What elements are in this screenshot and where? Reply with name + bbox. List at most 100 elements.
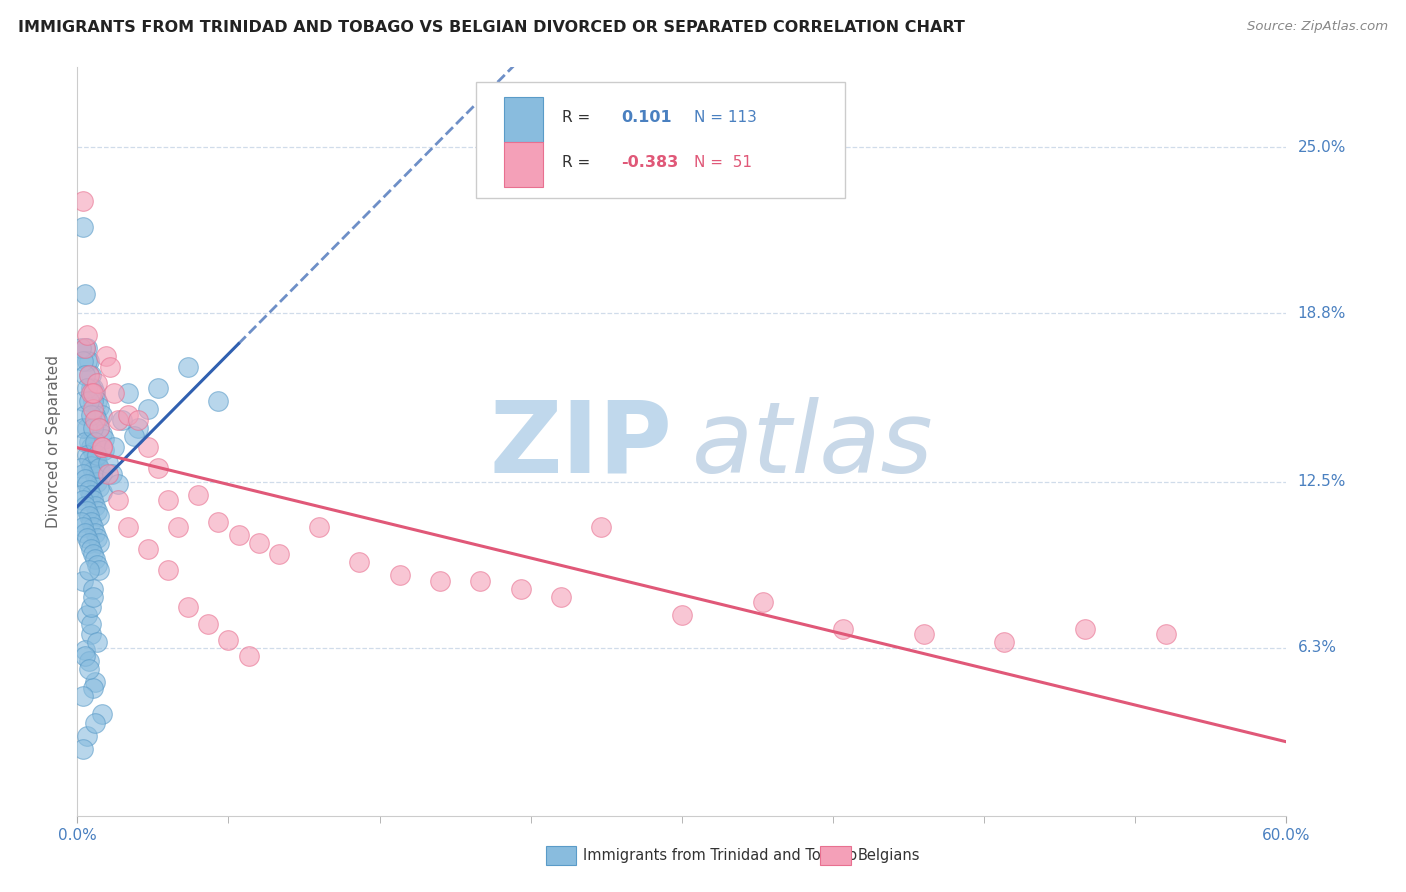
Point [86, 531, 108, 545]
Point [80, 368, 103, 382]
Point [84, 525, 107, 540]
Point [993, 635, 1015, 649]
Point [80, 488, 103, 502]
Point [509, 582, 531, 596]
Point [79, 368, 101, 382]
Point [228, 528, 250, 542]
Text: Belgians: Belgians [858, 848, 920, 863]
Point [136, 440, 159, 454]
Point [72, 493, 94, 508]
Point [117, 408, 139, 422]
Point [80, 386, 103, 401]
Point [79, 654, 101, 668]
Point [177, 359, 200, 374]
Point [89, 421, 111, 435]
Point [86, 475, 108, 489]
Point [103, 386, 125, 401]
Point [84, 469, 107, 483]
Point [76, 448, 98, 462]
Point [912, 627, 935, 641]
Point [79, 483, 101, 497]
Point [84, 408, 107, 422]
Point [117, 520, 139, 534]
Point [82, 445, 104, 459]
Point [90, 707, 112, 722]
Text: -0.383: -0.383 [621, 154, 679, 169]
Text: N = 113: N = 113 [695, 110, 756, 125]
Point [75, 368, 97, 382]
Point [146, 461, 169, 475]
Point [86, 558, 108, 572]
Point [86, 394, 108, 409]
Point [76, 531, 98, 545]
Point [75, 341, 97, 355]
Point [75, 341, 97, 355]
Text: 0.101: 0.101 [621, 110, 672, 125]
Point [76, 354, 98, 368]
Point [90, 485, 112, 500]
Point [84, 715, 107, 730]
Point [146, 381, 169, 395]
Point [84, 552, 107, 566]
Point [96, 467, 118, 481]
Point [84, 434, 107, 449]
Y-axis label: Divorced or Separated: Divorced or Separated [46, 355, 62, 528]
Point [470, 574, 492, 588]
Point [80, 627, 103, 641]
Point [82, 421, 104, 435]
Point [80, 515, 103, 529]
Text: 25.0%: 25.0% [1298, 140, 1346, 154]
Point [93, 432, 115, 446]
Point [86, 456, 108, 470]
Point [75, 408, 97, 422]
Point [84, 675, 107, 690]
FancyBboxPatch shape [477, 82, 845, 198]
Point [177, 600, 200, 615]
Point [72, 467, 94, 481]
Point [94, 349, 117, 363]
Point [82, 547, 104, 561]
Point [79, 662, 101, 676]
Text: R =: R = [562, 154, 595, 169]
Point [107, 493, 129, 508]
Point [72, 574, 94, 588]
Point [308, 520, 330, 534]
Point [89, 461, 111, 475]
Point [79, 394, 101, 409]
Point [82, 590, 104, 604]
Point [86, 635, 108, 649]
Point [388, 568, 411, 582]
Point [267, 547, 290, 561]
Point [218, 632, 240, 647]
Point [72, 742, 94, 756]
Point [157, 493, 180, 508]
Point [76, 477, 98, 491]
Point [84, 413, 107, 427]
Point [82, 493, 104, 508]
Point [349, 555, 371, 569]
Point [90, 440, 112, 454]
Point [72, 421, 94, 435]
Point [84, 499, 107, 513]
Text: Immigrants from Trinidad and Tobago: Immigrants from Trinidad and Tobago [583, 848, 858, 863]
Point [429, 574, 451, 588]
Point [79, 509, 101, 524]
Point [103, 440, 125, 454]
Point [86, 376, 108, 390]
Point [167, 520, 190, 534]
Point [72, 394, 94, 409]
Point [76, 381, 98, 395]
Point [82, 402, 104, 417]
Point [90, 440, 112, 454]
Point [79, 354, 101, 368]
Point [107, 477, 129, 491]
Point [76, 327, 98, 342]
Point [72, 354, 94, 368]
Point [80, 408, 103, 422]
Point [86, 504, 108, 518]
Point [76, 341, 98, 355]
Point [100, 467, 122, 481]
Point [122, 429, 145, 443]
Point [98, 359, 121, 374]
Point [84, 386, 107, 401]
